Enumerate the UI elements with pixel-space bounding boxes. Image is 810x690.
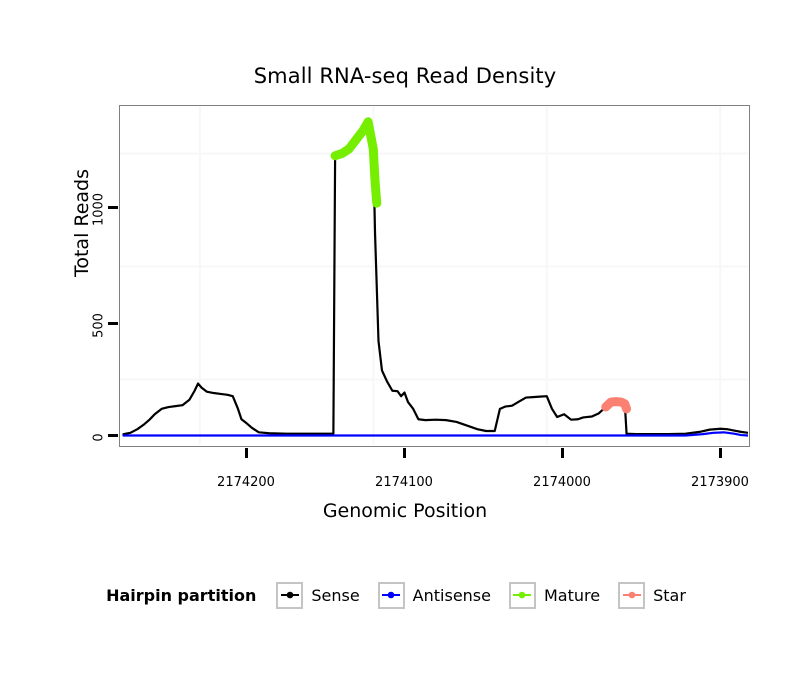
legend-item-star[interactable]: Star bbox=[618, 581, 700, 609]
legend-title: Hairpin partition bbox=[106, 585, 257, 605]
line-point-icon bbox=[382, 591, 401, 599]
legend-label-mature: Mature bbox=[543, 585, 601, 605]
plot-area bbox=[120, 106, 748, 445]
x-tick-label-2174100: 2174100 bbox=[375, 475, 433, 490]
chart-title: Small RNA-seq Read Density bbox=[253, 64, 557, 88]
x-tick-mark-2173900 bbox=[719, 448, 722, 458]
legend-label-sense: Sense bbox=[311, 585, 360, 605]
y-tick-mark-0 bbox=[108, 434, 118, 437]
legend-label-star: Star bbox=[653, 585, 686, 605]
line-point-icon bbox=[622, 591, 641, 599]
x-tick-mark-2174000 bbox=[561, 448, 564, 458]
y-tick-label-1000: 1000 bbox=[91, 192, 107, 227]
y-tick-mark-1000 bbox=[108, 206, 118, 209]
x-axis-label: Genomic Position bbox=[322, 500, 488, 522]
line-point-icon bbox=[280, 591, 299, 599]
legend-label-antisense: Antisense bbox=[412, 585, 491, 605]
series-antisense bbox=[122, 431, 748, 437]
legend-key-mature bbox=[508, 581, 536, 609]
legend-item-mature[interactable]: Mature bbox=[508, 581, 614, 609]
legend-key-star bbox=[618, 581, 646, 609]
y-axis-label: Total Reads bbox=[71, 168, 93, 278]
series-sense bbox=[122, 120, 748, 436]
x-tick-mark-2174100 bbox=[403, 448, 406, 458]
chart-legend: Hairpin partition Sense Antisense bbox=[0, 578, 810, 612]
legend-item-sense[interactable]: Sense bbox=[276, 581, 373, 609]
x-tick-label-2174000: 2174000 bbox=[533, 475, 591, 490]
y-tick-label-500: 500 bbox=[91, 313, 107, 338]
x-tick-mark-2174200 bbox=[245, 448, 248, 458]
plot-panel bbox=[119, 105, 750, 447]
x-tick-label-2173900: 2173900 bbox=[691, 475, 749, 490]
y-tick-label-0: 0 bbox=[91, 433, 107, 442]
series-mature bbox=[330, 117, 382, 208]
legend-item-antisense[interactable]: Antisense bbox=[377, 581, 505, 609]
y-tick-mark-500 bbox=[108, 322, 118, 325]
legend-key-antisense bbox=[377, 581, 405, 609]
x-tick-label-2174200: 2174200 bbox=[217, 475, 275, 490]
line-point-icon bbox=[513, 591, 532, 599]
legend-key-sense bbox=[276, 581, 304, 609]
series-star bbox=[601, 397, 632, 414]
